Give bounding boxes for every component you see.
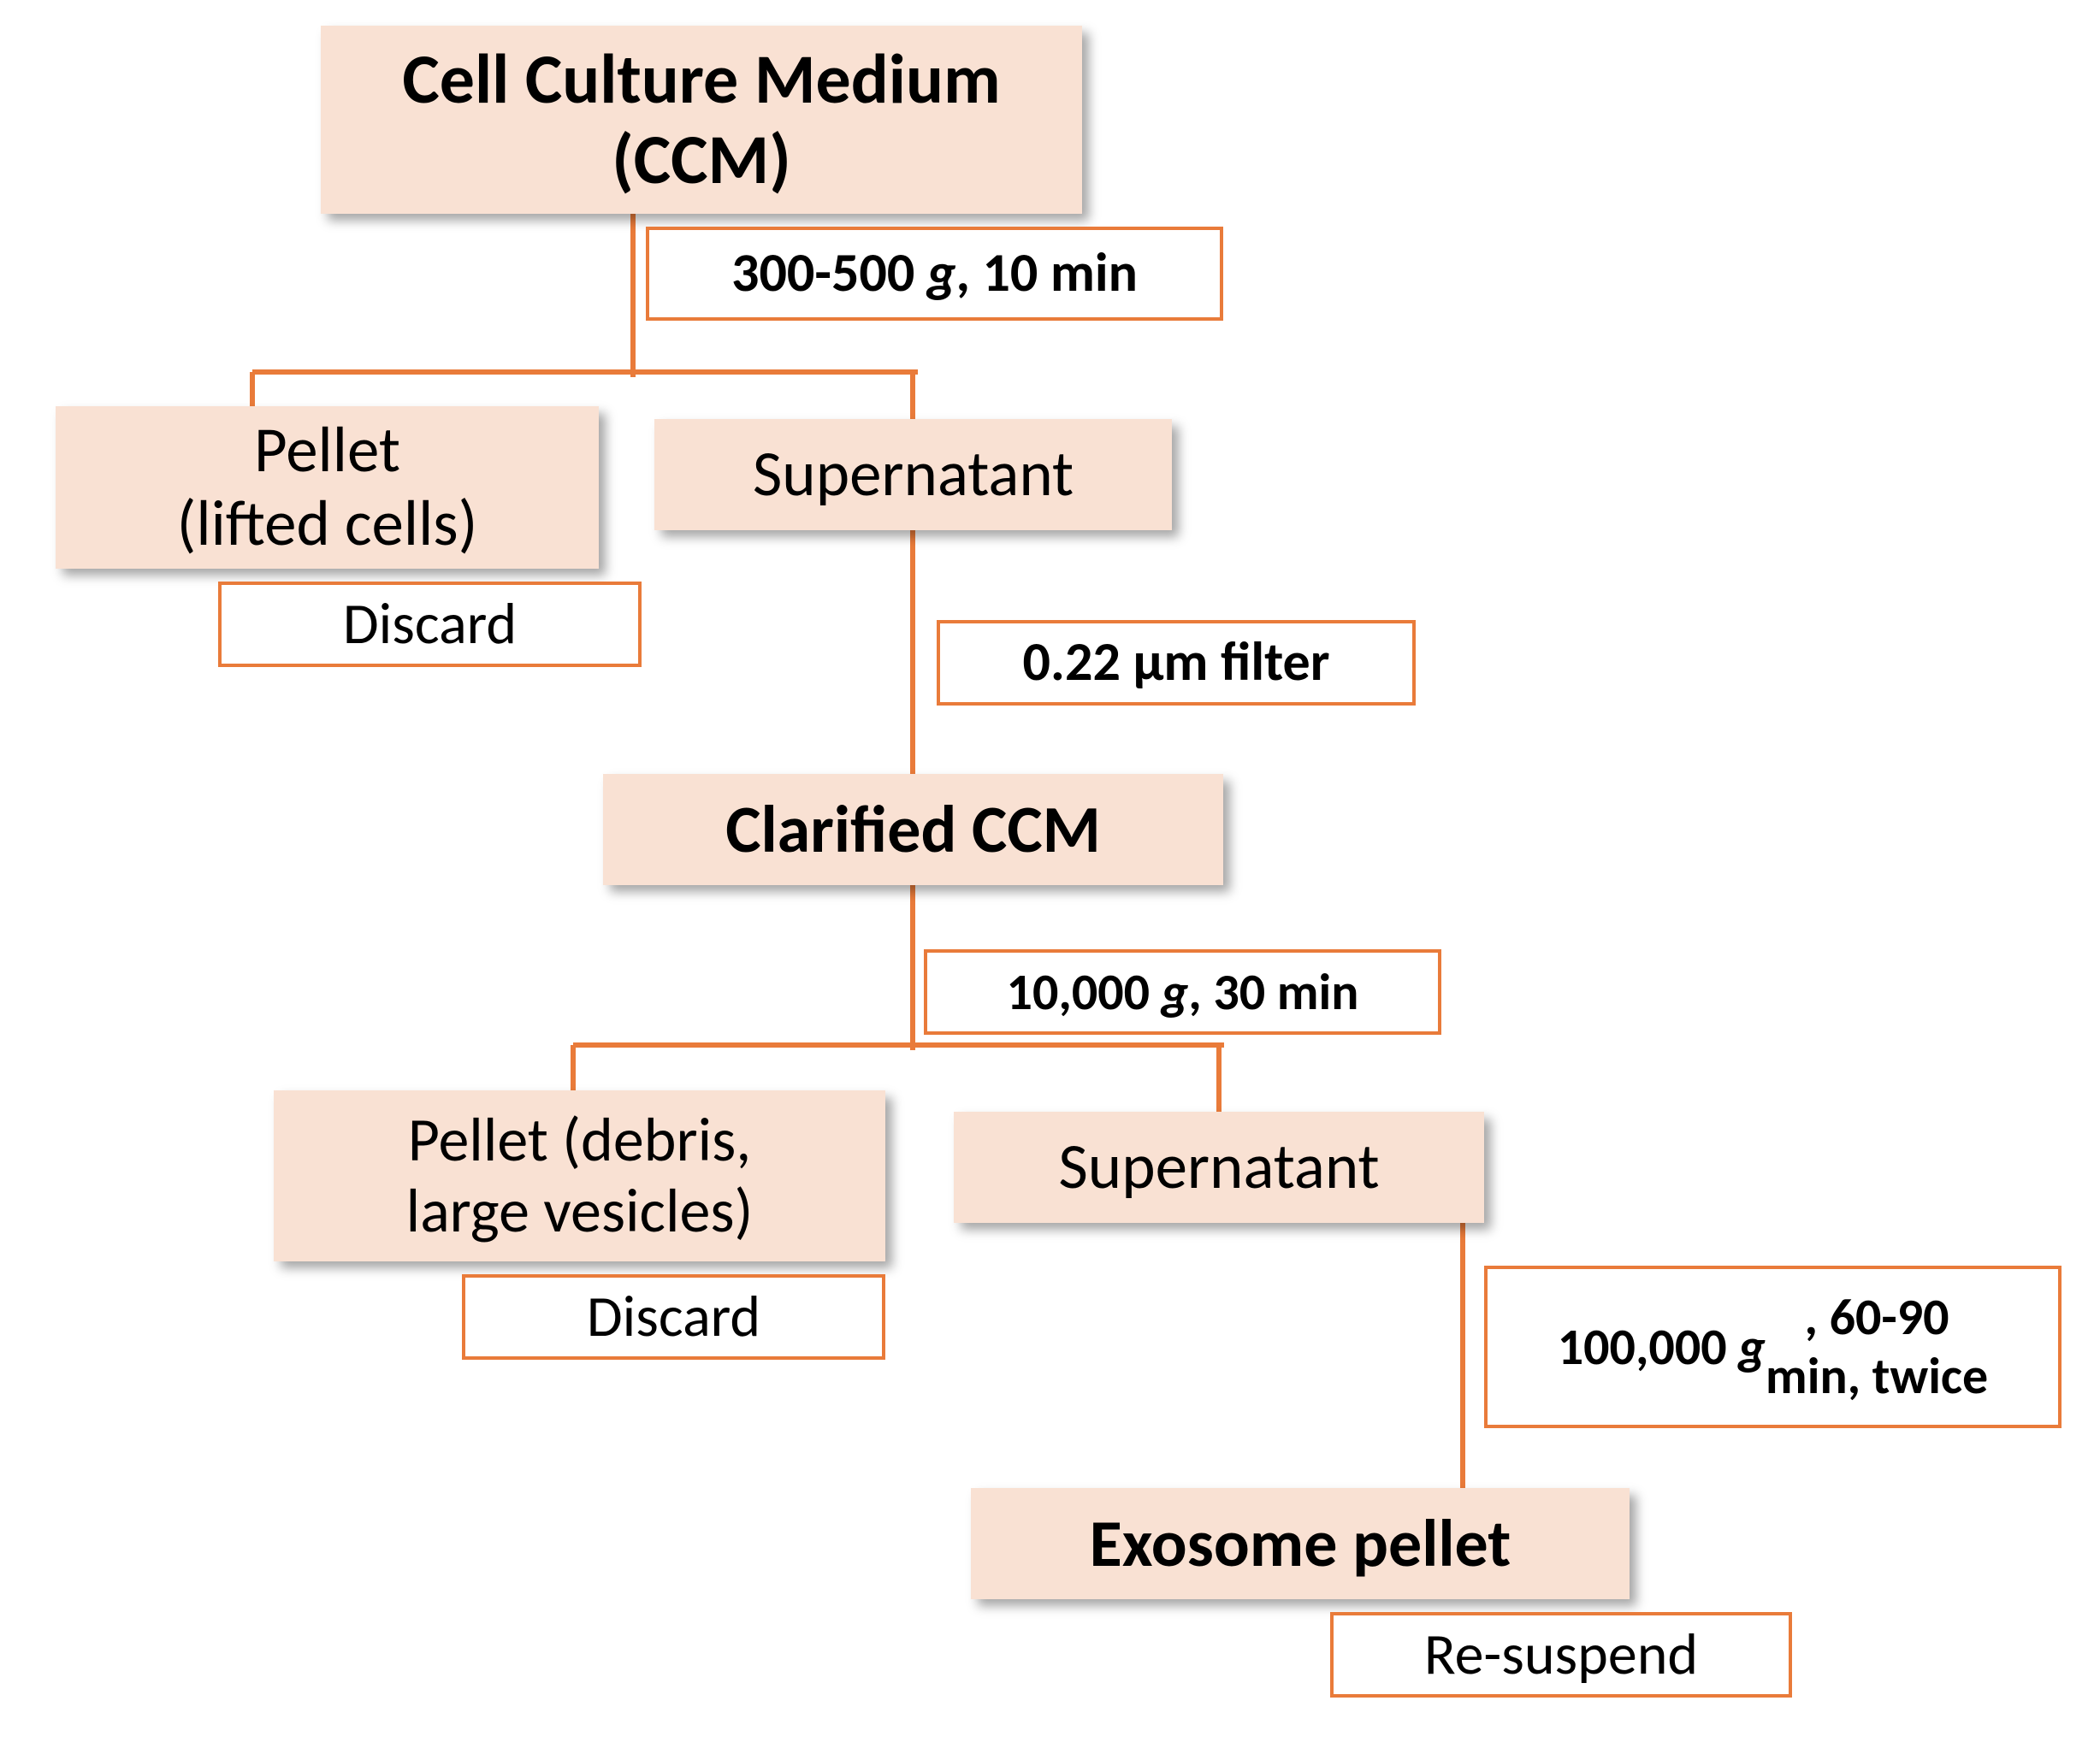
connector-line bbox=[1216, 1045, 1222, 1117]
node-step3: 100,000 g, 60-90min, twice bbox=[1484, 1266, 2062, 1428]
connector-line bbox=[573, 1042, 1224, 1048]
connector-line bbox=[252, 369, 918, 375]
node-ccm: Cell Culture Medium(CCM) bbox=[321, 26, 1082, 214]
connector-line bbox=[910, 530, 915, 779]
node-super2: Supernatant bbox=[954, 1112, 1484, 1223]
node-pellet1: Pellet(lifted cells) bbox=[56, 406, 599, 569]
connector-line bbox=[910, 885, 915, 1050]
node-step2: 10,000 g, 30 min bbox=[924, 949, 1441, 1035]
node-resuspend: Re-suspend bbox=[1330, 1612, 1792, 1698]
flowchart-canvas: Cell Culture Medium(CCM) 300-500 g, 10 mi… bbox=[0, 0, 2100, 1748]
node-pellet2: Pellet (debris,large vesicles) bbox=[274, 1090, 885, 1261]
connector-line bbox=[910, 372, 915, 424]
node-clar: Clarified CCM bbox=[603, 774, 1223, 885]
node-exo: Exosome pellet bbox=[971, 1488, 1630, 1599]
node-super1: Supernatant bbox=[654, 419, 1172, 530]
connector-line bbox=[630, 214, 636, 377]
connector-line bbox=[571, 1045, 576, 1095]
node-discard1: Discard bbox=[218, 582, 642, 667]
node-step1: 300-500 g, 10 min bbox=[646, 227, 1223, 321]
node-filter: 0.22 µm filter bbox=[937, 620, 1416, 706]
node-discard2: Discard bbox=[462, 1274, 885, 1360]
connector-line bbox=[1460, 1223, 1465, 1493]
